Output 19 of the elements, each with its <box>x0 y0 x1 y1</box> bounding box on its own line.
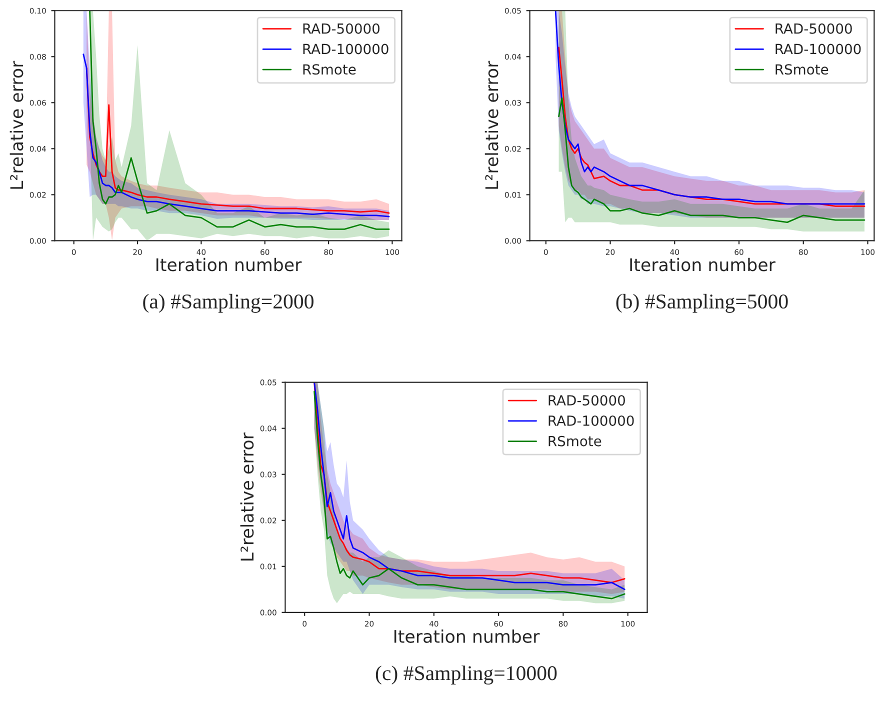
x-axis-title: Iteration number <box>630 258 776 272</box>
legend-label: RAD-100000 <box>303 44 388 54</box>
legend-label: RAD-100000 <box>776 44 861 54</box>
legend-label: RSmote <box>303 64 356 75</box>
text: (b) #Sampling=5000 <box>616 294 788 313</box>
y-axis-title: L²relative error <box>240 432 254 560</box>
y-axis-title: L²relative error <box>484 60 498 189</box>
x-axis-title: Iteration number <box>394 630 540 643</box>
legend-label: RAD-50000 <box>776 23 852 34</box>
legend-label: RAD-100000 <box>548 415 634 426</box>
legend-label: RSmote <box>776 64 828 75</box>
legend-label: RAD-50000 <box>303 23 380 34</box>
x-axis-title: Iteration number <box>156 258 302 272</box>
text: (a) #Sampling=2000 <box>143 294 314 313</box>
text: (c) #Sampling=10000 <box>376 666 557 685</box>
line-series <box>558 97 866 224</box>
y-axis-title: L²relative error <box>10 60 24 189</box>
legend-label: RAD-50000 <box>548 395 625 406</box>
legend-label: RSmote <box>548 436 602 446</box>
